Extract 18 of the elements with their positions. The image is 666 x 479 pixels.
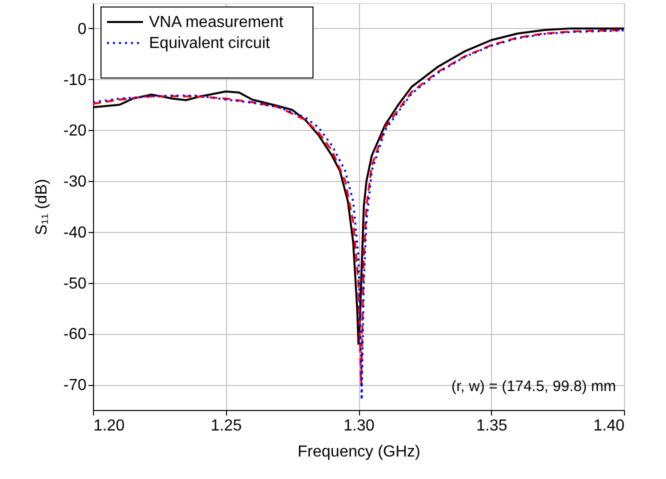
legend-label: Equivalent circuit — [149, 35, 270, 52]
y-tick-label: -30 — [63, 174, 87, 191]
y-tick-label: -10 — [63, 72, 87, 89]
x-axis-title: Frequency (GHz) — [298, 444, 420, 460]
y-tick-label: -60 — [63, 326, 87, 344]
x-tick-label: 1.25 — [210, 418, 242, 434]
y-tick-label: 0 — [78, 20, 87, 38]
y-axis-title: S₁₁ (dB) — [33, 178, 50, 236]
y-tick-label: -20 — [63, 122, 87, 140]
y-tick-label: -50 — [63, 275, 87, 292]
x-tick-label: 1.20 — [94, 418, 125, 434]
annotation: (r, w) = (174.5, 99.8) mm — [451, 378, 616, 395]
y-tick-label: -70 — [63, 377, 87, 394]
legend-label: VNA measurement — [149, 14, 284, 31]
y-tick-label: -40 — [63, 224, 87, 242]
x-tick-label: 1.40 — [593, 418, 625, 434]
x-tick-label: 1.30 — [343, 418, 375, 434]
x-tick-label: 1.35 — [476, 418, 508, 434]
